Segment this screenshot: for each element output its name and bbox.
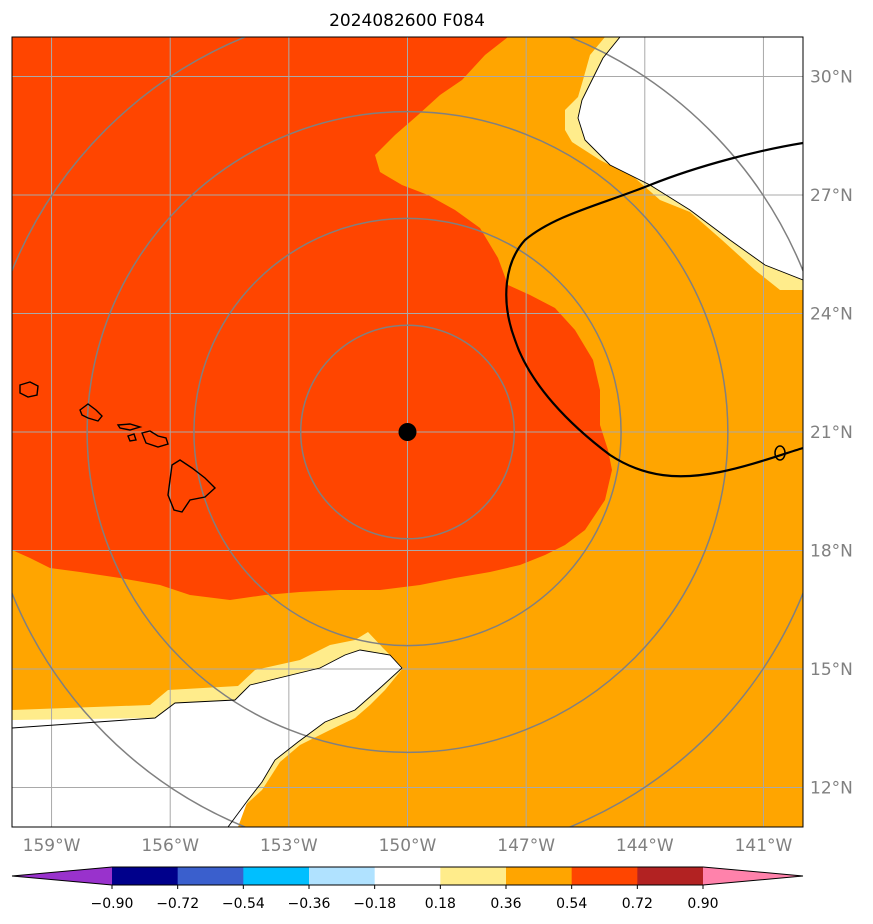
- lat-tick-label: 21°N: [810, 423, 853, 443]
- colorbar-segment: [374, 867, 441, 885]
- colorbar-segment: [506, 867, 573, 885]
- latitude-tick-labels: 12°N 15°N 18°N 21°N 24°N 27°N 30°N: [810, 68, 853, 799]
- colorbar-tick-label: −0.18: [353, 896, 396, 912]
- coastlines: [12, 37, 803, 827]
- contour-line: [505, 141, 803, 478]
- colorbar-tick-label: −0.72: [156, 896, 199, 912]
- lat-tick-label: 24°N: [810, 305, 853, 325]
- island-niihau-kauai: [19, 381, 39, 398]
- longitude-tick-labels: 159°W 156°W 153°W 150°W 147°W 144°W 141°W: [23, 836, 793, 856]
- map-title: 2024082600 F084: [329, 11, 485, 31]
- colorbar-segment: [571, 867, 638, 885]
- field-low-region-southwest: [12, 650, 402, 827]
- storm-center-marker: [398, 423, 417, 441]
- contour-closed-loop: [774, 445, 786, 461]
- hawaiian-islands: [19, 381, 217, 513]
- colorbar-tick-label: −0.90: [91, 896, 134, 912]
- island-maui: [141, 430, 169, 448]
- field-low-region-northeast: [578, 37, 803, 280]
- map-frame: [11, 36, 804, 828]
- colorbar-segment: [243, 867, 310, 885]
- colorbar-segment: [637, 867, 704, 885]
- lat-tick-label: 18°N: [810, 542, 853, 562]
- map-panel: [12, 37, 803, 827]
- colorbar-extend-low: [12, 867, 112, 885]
- lon-tick-label: 147°W: [497, 836, 555, 856]
- island-molokai: [116, 423, 143, 431]
- lon-tick-label: 156°W: [141, 836, 199, 856]
- lat-tick-label: 27°N: [810, 186, 853, 206]
- range-ring: [86, 110, 729, 754]
- lon-tick-label: 141°W: [735, 836, 793, 856]
- colorbar: −0.90 −0.72 −0.54 −0.36 −0.18 0.18 0.36 0.54 0.7…: [11, 866, 804, 912]
- colorbar-extend-high: [703, 867, 803, 885]
- lat-tick-label: 15°N: [810, 660, 853, 680]
- colorbar-tick-label: −0.36: [288, 896, 331, 912]
- colorbar-tick-label: 0.18: [425, 896, 456, 912]
- colorbar-tick-label: 0.72: [622, 896, 653, 912]
- colorbar-tick-label: 0.90: [687, 896, 718, 912]
- field-band-054-072: [12, 37, 612, 600]
- colorbar-segment: [309, 867, 376, 885]
- colorbar-tick-label: 0.36: [490, 896, 521, 912]
- range-rings: [12, 37, 803, 827]
- lat-tick-label: 30°N: [810, 68, 853, 88]
- colorbar-tick-label: 0.54: [556, 896, 587, 912]
- island-hawaii-big-island: [167, 459, 217, 513]
- range-ring: [193, 217, 622, 647]
- coastline-northeast: [577, 37, 803, 281]
- lon-tick-label: 153°W: [260, 836, 318, 856]
- island-lanai: [127, 433, 137, 442]
- lat-tick-label: 12°N: [810, 779, 853, 799]
- colorbar-segment: [177, 867, 244, 885]
- lon-tick-label: 150°W: [379, 836, 437, 856]
- lon-tick-label: 159°W: [23, 836, 81, 856]
- range-ring: [299, 324, 516, 540]
- colorbar-tick-label: −0.54: [222, 896, 265, 912]
- lon-tick-label: 144°W: [616, 836, 674, 856]
- coastline-southwest: [12, 649, 403, 827]
- colorbar-segment: [440, 867, 507, 885]
- island-oahu: [79, 403, 103, 422]
- colorbar-segment: [112, 867, 179, 885]
